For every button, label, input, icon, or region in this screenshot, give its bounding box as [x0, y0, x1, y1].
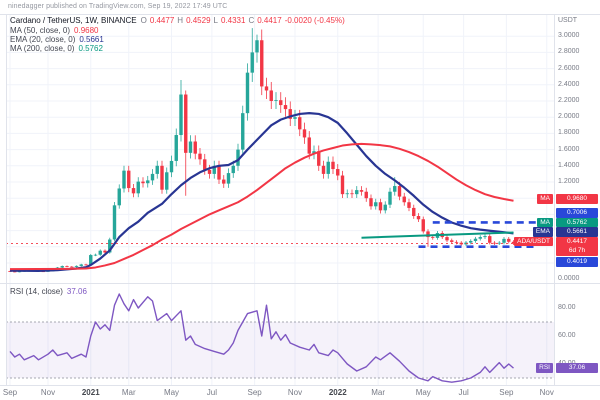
time-axis-separator[interactable]: [0, 385, 600, 386]
rsi-line[interactable]: [9, 293, 514, 383]
bar-countdown: 6d 7h: [568, 247, 586, 254]
time-label-month[interactable]: Jul: [458, 388, 469, 397]
symbol-title: Cardano / TetherUS, 1W, BINANCE: [10, 16, 137, 25]
ema20-line[interactable]: [9, 112, 514, 272]
time-label-year[interactable]: 2022: [328, 388, 347, 397]
time-label-month[interactable]: Nov: [40, 388, 56, 397]
time-label-month[interactable]: Mar: [121, 388, 136, 397]
time-label-year[interactable]: 2021: [81, 388, 100, 397]
time-label-month[interactable]: Mar: [371, 388, 386, 397]
rsi-legend-name: RSI (14, close): [10, 287, 63, 296]
indicator-name: MA (200, close, 0): [10, 43, 75, 53]
badge-price: 0.5762: [567, 218, 587, 226]
price-axis-badge[interactable]: 0.4417 6d 7h: [556, 236, 598, 256]
symbol-price-tag[interactable]: ADA/USDT: [514, 236, 553, 246]
price-tick[interactable]: 1.6000: [558, 145, 580, 153]
plot-left-border: [6, 14, 7, 385]
indicator-value: 0.5762: [78, 43, 103, 53]
rsi-pane-separator[interactable]: [0, 283, 600, 284]
rsi-legend[interactable]: RSI (14, close) 37.06: [10, 287, 87, 296]
ohlc-values: O 0.4477 H 0.4529 L 0.4331 C 0.4417 -0.0020 (-0.…: [140, 16, 345, 25]
badge-price: 0.9680: [567, 195, 587, 202]
price-tick[interactable]: 1.2000: [558, 178, 580, 185]
ma200-line[interactable]: [361, 231, 514, 239]
time-label-month[interactable]: Jul: [206, 388, 217, 397]
time-label-month[interactable]: May: [163, 388, 180, 397]
price-tick[interactable]: 1.8000: [558, 129, 580, 137]
price-axis-separator[interactable]: [554, 14, 555, 385]
time-label-month[interactable]: Nov: [539, 388, 554, 397]
rsi-axis-badge[interactable]: 37.06: [556, 363, 598, 373]
rsi-tick[interactable]: 80.00: [558, 304, 576, 311]
indicator-value: 0.9680: [74, 25, 99, 35]
price-tick[interactable]: 2.6000: [558, 64, 580, 72]
indicator-legend-row[interactable]: EMA (20, close, 0) 0.5661: [10, 35, 104, 44]
price-tick[interactable]: 1.4000: [558, 161, 580, 169]
rsi-name-tag[interactable]: RSI: [536, 363, 553, 373]
indicator-value: 0.5661: [79, 34, 104, 44]
price-axis-unit: USDT: [558, 17, 578, 24]
rsi-tick[interactable]: 60.00: [558, 332, 576, 339]
badge-price: 0.5661: [567, 228, 587, 235]
indicator-name: EMA (20, close, 0): [10, 34, 76, 44]
rsi-legend-value: 37.06: [66, 287, 87, 296]
time-label-month[interactable]: Nov: [287, 388, 303, 397]
time-label-month[interactable]: May: [415, 388, 431, 397]
price-tick[interactable]: 2.0000: [558, 113, 580, 121]
ma-name-tag[interactable]: EMA: [532, 227, 553, 237]
price-axis-badge[interactable]: 0.5762: [556, 217, 598, 227]
price-tick[interactable]: 2.2000: [558, 97, 580, 104]
chart-top-border: [0, 14, 600, 15]
symbol-legend[interactable]: Cardano / TetherUS, 1W, BINANCE O 0.4477 H…: [10, 16, 345, 25]
price-tick[interactable]: 2.4000: [558, 80, 580, 88]
main-pane[interactable]: [6, 28, 554, 273]
price-axis-badge[interactable]: 0.9680: [556, 194, 598, 204]
ma-name-tag[interactable]: MA: [537, 194, 553, 204]
price-tick[interactable]: 2.8000: [558, 48, 580, 56]
indicator-legend-row[interactable]: MA (200, close, 0) 0.5762: [10, 44, 103, 53]
price-tick[interactable]: 3.0000: [558, 32, 580, 40]
price-axis-badge[interactable]: 0.4019: [556, 257, 598, 267]
indicator-name: MA (50, close, 0): [10, 25, 71, 35]
ma50-line[interactable]: [9, 142, 514, 271]
badge-price: 0.4019: [567, 258, 587, 265]
badge-price: 0.7006: [567, 209, 587, 216]
rsi-band: [6, 322, 554, 378]
time-label-month[interactable]: Sep: [499, 388, 514, 397]
ma-name-tag[interactable]: MA: [537, 217, 553, 227]
time-label-month[interactable]: Sep: [2, 388, 18, 397]
time-label-month[interactable]: Sep: [247, 388, 262, 397]
rsi-pane[interactable]: [6, 293, 554, 383]
price-axis-badge[interactable]: 0.5661: [556, 227, 598, 237]
indicator-legend-row[interactable]: MA (50, close, 0) 0.9680: [10, 26, 99, 35]
badge-price: 0.4417: [567, 237, 587, 245]
price-axis-badge[interactable]: 0.7006: [556, 208, 598, 218]
attribution-text: ninedagger published on TradingView.com,…: [8, 3, 228, 10]
price-tick[interactable]: 0.0000: [558, 275, 580, 283]
